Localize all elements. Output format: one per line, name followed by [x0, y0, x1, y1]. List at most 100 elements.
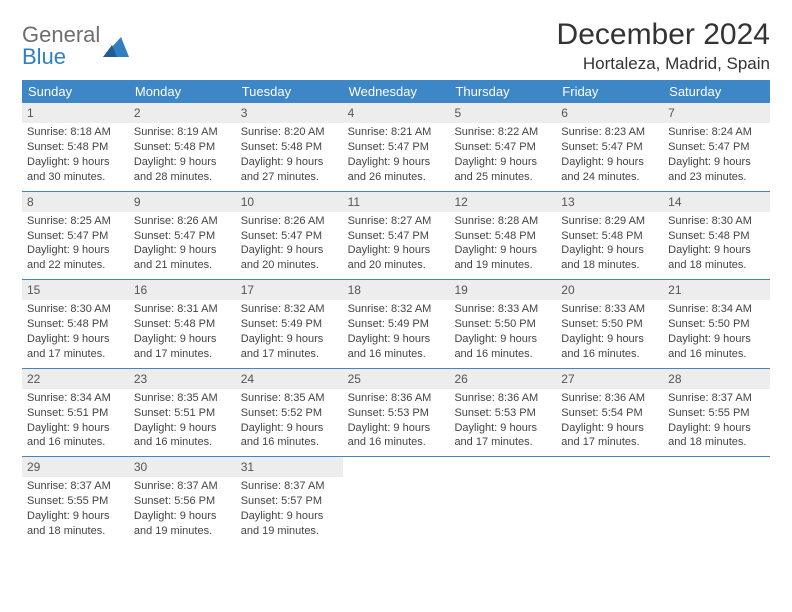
sunrise-text: Sunrise: 8:25 AM [27, 214, 124, 229]
sunrise-text: Sunrise: 8:26 AM [241, 214, 338, 229]
day-number: 20 [556, 280, 663, 300]
day-cell [556, 457, 663, 545]
day-cell: 20Sunrise: 8:33 AMSunset: 5:50 PMDayligh… [556, 280, 663, 368]
daylight-text: Daylight: 9 hours and 26 minutes. [348, 155, 445, 185]
daylight-text: Daylight: 9 hours and 16 minutes. [348, 421, 445, 451]
sunset-text: Sunset: 5:48 PM [668, 229, 765, 244]
day-cell: 1Sunrise: 8:18 AMSunset: 5:48 PMDaylight… [22, 103, 129, 191]
sunset-text: Sunset: 5:47 PM [241, 229, 338, 244]
day-number: 14 [663, 192, 770, 212]
day-body: Sunrise: 8:35 AMSunset: 5:51 PMDaylight:… [129, 389, 236, 456]
day-number: 1 [22, 103, 129, 123]
day-body: Sunrise: 8:22 AMSunset: 5:47 PMDaylight:… [449, 123, 556, 190]
daylight-text: Daylight: 9 hours and 18 minutes. [27, 509, 124, 539]
brand-word2: Blue [22, 44, 66, 69]
day-cell: 21Sunrise: 8:34 AMSunset: 5:50 PMDayligh… [663, 280, 770, 368]
sunrise-text: Sunrise: 8:35 AM [241, 391, 338, 406]
day-cell: 6Sunrise: 8:23 AMSunset: 5:47 PMDaylight… [556, 103, 663, 191]
day-body: Sunrise: 8:36 AMSunset: 5:53 PMDaylight:… [449, 389, 556, 456]
day-cell: 8Sunrise: 8:25 AMSunset: 5:47 PMDaylight… [22, 192, 129, 280]
sunset-text: Sunset: 5:48 PM [241, 140, 338, 155]
daylight-text: Daylight: 9 hours and 16 minutes. [27, 421, 124, 451]
daylight-text: Daylight: 9 hours and 24 minutes. [561, 155, 658, 185]
sunrise-text: Sunrise: 8:32 AM [348, 302, 445, 317]
day-cell: 13Sunrise: 8:29 AMSunset: 5:48 PMDayligh… [556, 192, 663, 280]
sunset-text: Sunset: 5:48 PM [561, 229, 658, 244]
day-cell: 29Sunrise: 8:37 AMSunset: 5:55 PMDayligh… [22, 457, 129, 545]
sunset-text: Sunset: 5:49 PM [348, 317, 445, 332]
day-number: 22 [22, 369, 129, 389]
sunset-text: Sunset: 5:49 PM [241, 317, 338, 332]
daylight-text: Daylight: 9 hours and 21 minutes. [134, 243, 231, 273]
day-cell [449, 457, 556, 545]
weekday-header: Sunday Monday Tuesday Wednesday Thursday… [22, 80, 770, 103]
sunset-text: Sunset: 5:51 PM [27, 406, 124, 421]
sunrise-text: Sunrise: 8:37 AM [668, 391, 765, 406]
daylight-text: Daylight: 9 hours and 17 minutes. [27, 332, 124, 362]
day-number: 25 [343, 369, 450, 389]
day-body: Sunrise: 8:19 AMSunset: 5:48 PMDaylight:… [129, 123, 236, 190]
sunrise-text: Sunrise: 8:37 AM [27, 479, 124, 494]
day-cell: 5Sunrise: 8:22 AMSunset: 5:47 PMDaylight… [449, 103, 556, 191]
sunrise-text: Sunrise: 8:34 AM [27, 391, 124, 406]
day-cell: 17Sunrise: 8:32 AMSunset: 5:49 PMDayligh… [236, 280, 343, 368]
sunset-text: Sunset: 5:56 PM [134, 494, 231, 509]
daylight-text: Daylight: 9 hours and 17 minutes. [241, 332, 338, 362]
day-body: Sunrise: 8:26 AMSunset: 5:47 PMDaylight:… [236, 212, 343, 279]
day-cell: 22 Sunrise: 8:34 AMSunset: 5:51 PMDayligh… [22, 369, 129, 457]
day-body: Sunrise: 8:25 AMSunset: 5:47 PMDaylight:… [22, 212, 129, 279]
week-row: 22Sunrise: 8:34 AMSunset: 5:51 PMDayligh… [22, 368, 770, 457]
sunset-text: Sunset: 5:55 PM [27, 494, 124, 509]
sunset-text: Sunset: 5:47 PM [454, 140, 551, 155]
day-number: 30 [129, 457, 236, 477]
daylight-text: Daylight: 9 hours and 16 minutes. [454, 332, 551, 362]
sunset-text: Sunset: 5:55 PM [668, 406, 765, 421]
day-number: 29 [22, 457, 129, 477]
weekday-thu: Thursday [449, 80, 556, 103]
daylight-text: Daylight: 9 hours and 30 minutes. [27, 155, 124, 185]
day-number: 7 [663, 103, 770, 123]
daylight-text: Daylight: 9 hours and 20 minutes. [348, 243, 445, 273]
day-body: Sunrise: 8:37 AMSunset: 5:57 PMDaylight:… [236, 477, 343, 544]
sunset-text: Sunset: 5:54 PM [561, 406, 658, 421]
sunrise-text: Sunrise: 8:36 AM [561, 391, 658, 406]
day-number: 4 [343, 103, 450, 123]
sunset-text: Sunset: 5:57 PM [241, 494, 338, 509]
sunrise-text: Sunrise: 8:34 AM [668, 302, 765, 317]
day-body: Sunrise: 8:33 AMSunset: 5:50 PMDaylight:… [556, 300, 663, 367]
sunset-text: Sunset: 5:50 PM [668, 317, 765, 332]
day-cell: 15Sunrise: 8:30 AMSunset: 5:48 PMDayligh… [22, 280, 129, 368]
day-body: Sunrise: 8:29 AMSunset: 5:48 PMDaylight:… [556, 212, 663, 279]
sunset-text: Sunset: 5:48 PM [134, 140, 231, 155]
daylight-text: Daylight: 9 hours and 16 minutes. [348, 332, 445, 362]
day-body: Sunrise: 8:37 AMSunset: 5:55 PMDaylight:… [663, 389, 770, 456]
sunrise-text: Sunrise: 8:37 AM [134, 479, 231, 494]
day-number: 9 [129, 192, 236, 212]
sunrise-text: Sunrise: 8:30 AM [668, 214, 765, 229]
day-body: Sunrise: 8:36 AMSunset: 5:53 PMDaylight:… [343, 389, 450, 456]
brand-text: General Blue [22, 24, 100, 68]
day-cell: 24Sunrise: 8:35 AMSunset: 5:52 PMDayligh… [236, 369, 343, 457]
daylight-text: Daylight: 9 hours and 16 minutes. [668, 332, 765, 362]
day-cell [663, 457, 770, 545]
day-cell: 11Sunrise: 8:27 AMSunset: 5:47 PMDayligh… [343, 192, 450, 280]
weeks-container: 1Sunrise: 8:18 AMSunset: 5:48 PMDaylight… [22, 103, 770, 545]
daylight-text: Daylight: 9 hours and 16 minutes. [561, 332, 658, 362]
day-number: 10 [236, 192, 343, 212]
day-body: Sunrise: 8:32 AMSunset: 5:49 PMDaylight:… [343, 300, 450, 367]
sunset-text: Sunset: 5:47 PM [348, 140, 445, 155]
brand-triangle-icon [103, 35, 129, 57]
sunset-text: Sunset: 5:47 PM [668, 140, 765, 155]
day-body: Sunrise: 8:32 AMSunset: 5:49 PMDaylight:… [236, 300, 343, 367]
daylight-text: Daylight: 9 hours and 27 minutes. [241, 155, 338, 185]
day-number: 21 [663, 280, 770, 300]
location: Hortaleza, Madrid, Spain [557, 54, 770, 74]
day-body: Sunrise: 8:34 AMSunset: 5:50 PMDaylight:… [663, 300, 770, 367]
sunrise-text: Sunrise: 8:20 AM [241, 125, 338, 140]
sunset-text: Sunset: 5:52 PM [241, 406, 338, 421]
sunrise-text: Sunrise: 8:21 AM [348, 125, 445, 140]
daylight-text: Daylight: 9 hours and 19 minutes. [241, 509, 338, 539]
day-number: 26 [449, 369, 556, 389]
sunrise-text: Sunrise: 8:19 AM [134, 125, 231, 140]
day-body: Sunrise: 8:37 AMSunset: 5:55 PMDaylight:… [22, 477, 129, 544]
